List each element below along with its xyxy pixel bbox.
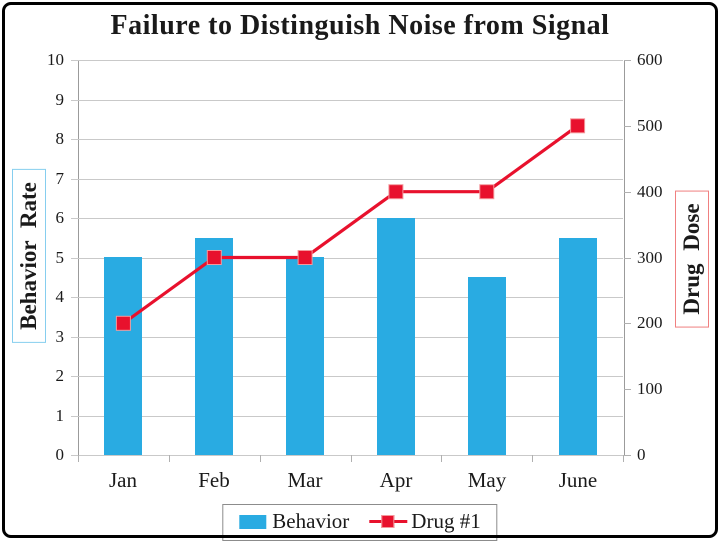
square-marker <box>206 250 222 265</box>
legend-square <box>381 515 395 528</box>
bar-feb <box>195 238 233 455</box>
legend-label: Behavior <box>272 509 350 533</box>
x-axis-tick <box>441 455 442 462</box>
right-axis-tick-label: 500 <box>637 116 663 135</box>
gridline <box>71 376 623 377</box>
x-axis-category-label: June <box>558 468 598 492</box>
gridline <box>71 60 623 61</box>
drug-line-marker-icon <box>369 514 408 529</box>
legend-item-behavior: Behavior <box>239 509 349 534</box>
right-axis-tick <box>624 192 631 193</box>
right-axis-tick-label: 100 <box>637 379 663 398</box>
right-axis-tick <box>624 455 631 456</box>
gridline <box>71 416 623 417</box>
left-axis-tick-label: 5 <box>55 248 65 267</box>
drug-line <box>122 124 579 325</box>
right-axis-tick-label: 400 <box>637 182 663 201</box>
right-axis-tick <box>624 323 631 324</box>
square-marker <box>115 315 131 331</box>
square-marker <box>479 184 495 200</box>
x-axis-category-label: Apr <box>379 468 413 492</box>
x-axis-category-label: Jan <box>109 468 137 492</box>
chart-title: Failure to Distinguish Noise from Signal <box>110 10 610 41</box>
x-axis-tick <box>351 455 352 462</box>
plot-area <box>78 60 625 455</box>
bar-may <box>468 277 506 455</box>
left-axis-tick-label: 3 <box>55 327 65 346</box>
x-axis-tick <box>623 455 624 462</box>
left-axis-tick-label: 4 <box>55 287 65 306</box>
left-axis-tick-label: 8 <box>55 129 65 148</box>
x-axis-tick <box>78 455 79 462</box>
legend: Behavior Drug #1 <box>222 504 498 541</box>
right-axis-tick <box>624 126 631 127</box>
x-axis-tick <box>169 455 170 462</box>
right-axis-tick-label: 0 <box>637 445 646 464</box>
bar-june <box>559 238 597 455</box>
left-axis-tick-label: 10 <box>47 50 64 69</box>
x-axis-tick <box>260 455 261 462</box>
right-axis-tick-label: 600 <box>637 50 663 69</box>
gridline <box>71 100 623 101</box>
drug-line-series <box>115 118 586 331</box>
right-axis-tick-label: 200 <box>637 313 663 332</box>
bar-mar <box>286 257 324 455</box>
behavior-swatch-icon <box>239 514 267 529</box>
gridline <box>71 297 623 298</box>
left-axis-tick-label: 6 <box>55 208 65 227</box>
x-axis-category-label: Mar <box>287 468 323 492</box>
left-axis-tick-label: 7 <box>55 169 65 188</box>
gridline <box>71 139 623 140</box>
left-axis-tick-label: 1 <box>55 406 65 425</box>
gridline <box>71 455 623 456</box>
legend-label: Drug #1 <box>411 509 481 533</box>
left-axis-tick-label: 0 <box>55 445 65 464</box>
bar-jan <box>104 257 142 455</box>
square-marker <box>297 250 313 265</box>
legend-item-drug-1: Drug #1 <box>369 509 481 534</box>
gridline <box>71 179 623 180</box>
square-marker <box>388 184 404 200</box>
gridline <box>71 218 623 219</box>
right-axis-tick <box>624 60 631 61</box>
left-axis-tick-label: 9 <box>55 90 65 109</box>
x-axis-tick <box>532 455 533 462</box>
gridline <box>71 337 623 338</box>
x-axis-category-label: May <box>467 468 507 492</box>
right-axis-tick <box>624 389 631 390</box>
right-axis-tick <box>624 258 631 259</box>
left-axis-tick-label: 2 <box>55 366 65 385</box>
x-axis-category-label: Feb <box>198 468 230 492</box>
gridline <box>71 258 623 259</box>
square-marker <box>570 118 586 134</box>
right-axis-tick-label: 300 <box>637 248 663 267</box>
bar-apr <box>377 218 415 455</box>
